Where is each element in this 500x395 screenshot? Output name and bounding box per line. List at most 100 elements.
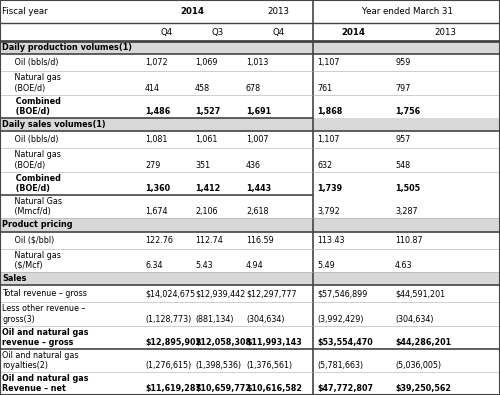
Text: 957: 957 xyxy=(395,135,410,145)
Text: Combined: Combined xyxy=(2,96,62,105)
Text: 113.43: 113.43 xyxy=(318,235,345,245)
Text: 1,081: 1,081 xyxy=(145,135,168,145)
Text: Revenue – net: Revenue – net xyxy=(2,384,66,393)
Text: 1,868: 1,868 xyxy=(318,107,343,116)
Bar xyxy=(0,118,500,132)
Text: $53,554,470: $53,554,470 xyxy=(318,338,373,347)
Text: 1,691: 1,691 xyxy=(246,107,271,116)
Text: Oil and natural gas: Oil and natural gas xyxy=(2,327,89,337)
Text: 761: 761 xyxy=(318,83,332,92)
Text: 797: 797 xyxy=(395,83,410,92)
Text: $12,939,442: $12,939,442 xyxy=(195,290,245,298)
Text: 959: 959 xyxy=(395,58,410,68)
Text: (3,992,429): (3,992,429) xyxy=(318,314,364,324)
Text: Oil and natural gas: Oil and natural gas xyxy=(2,351,79,360)
Text: 1,013: 1,013 xyxy=(246,58,268,68)
Text: 1,107: 1,107 xyxy=(318,58,340,68)
Text: 1,412: 1,412 xyxy=(195,184,220,193)
Text: 678: 678 xyxy=(246,83,261,92)
Text: (1,128,773): (1,128,773) xyxy=(145,314,191,324)
Text: Natural Gas: Natural Gas xyxy=(2,197,62,206)
Text: $47,772,807: $47,772,807 xyxy=(318,384,374,393)
Text: 4.94: 4.94 xyxy=(246,261,264,270)
Text: Q4: Q4 xyxy=(272,28,285,37)
Text: 5.43: 5.43 xyxy=(195,261,212,270)
Text: 1,674: 1,674 xyxy=(145,207,168,216)
Text: gross(3): gross(3) xyxy=(2,314,35,324)
Text: 1,069: 1,069 xyxy=(195,58,218,68)
Text: Total revenue – gross: Total revenue – gross xyxy=(2,290,87,298)
Text: Natural gas: Natural gas xyxy=(2,73,62,82)
Text: 1,527: 1,527 xyxy=(195,107,220,116)
Text: 3,792: 3,792 xyxy=(318,207,340,216)
Text: 2014: 2014 xyxy=(180,7,204,16)
Text: $12,058,308: $12,058,308 xyxy=(195,338,251,347)
Text: $11,993,143: $11,993,143 xyxy=(246,338,302,347)
Text: 1,061: 1,061 xyxy=(195,135,218,145)
Text: 414: 414 xyxy=(145,83,160,92)
Text: 458: 458 xyxy=(195,83,210,92)
Text: royalties(2): royalties(2) xyxy=(2,361,48,370)
Text: Natural gas: Natural gas xyxy=(2,150,62,159)
Text: (881,134): (881,134) xyxy=(195,314,234,324)
Text: $10,659,772: $10,659,772 xyxy=(195,384,251,393)
Text: 436: 436 xyxy=(246,160,261,169)
Text: 5.49: 5.49 xyxy=(318,261,335,270)
Text: Product pricing: Product pricing xyxy=(2,220,73,229)
Text: Year ended March 31: Year ended March 31 xyxy=(362,7,452,16)
Text: 632: 632 xyxy=(318,160,332,169)
Text: revenue – gross: revenue – gross xyxy=(2,338,74,347)
Bar xyxy=(0,41,500,55)
Text: (304,634): (304,634) xyxy=(246,314,284,324)
Text: Oil (bbls/d): Oil (bbls/d) xyxy=(2,58,59,68)
Text: 3,287: 3,287 xyxy=(395,207,417,216)
Text: $10,616,582: $10,616,582 xyxy=(246,384,302,393)
Text: 548: 548 xyxy=(395,160,410,169)
Text: Natural gas: Natural gas xyxy=(2,250,62,260)
Text: (Mmcf/d): (Mmcf/d) xyxy=(2,207,51,216)
Text: 2013: 2013 xyxy=(268,7,290,16)
Text: Oil (bbls/d): Oil (bbls/d) xyxy=(2,135,59,145)
Text: 6.34: 6.34 xyxy=(145,261,162,270)
Text: Combined: Combined xyxy=(2,173,62,182)
Text: 1,072: 1,072 xyxy=(145,58,168,68)
Text: (1,276,615): (1,276,615) xyxy=(145,361,191,370)
Text: 1,007: 1,007 xyxy=(246,135,268,145)
Text: 2014: 2014 xyxy=(341,28,365,37)
Text: Daily sales volumes(1): Daily sales volumes(1) xyxy=(2,120,106,129)
Text: (5,036,005): (5,036,005) xyxy=(395,361,441,370)
Bar xyxy=(0,272,500,286)
Text: 1,739: 1,739 xyxy=(318,184,342,193)
Text: 122.76: 122.76 xyxy=(145,235,173,245)
Text: 112.74: 112.74 xyxy=(195,235,223,245)
Text: (1,376,561): (1,376,561) xyxy=(246,361,292,370)
Text: 1,486: 1,486 xyxy=(145,107,170,116)
Text: (BOE/d): (BOE/d) xyxy=(2,160,46,169)
Text: (BOE/d): (BOE/d) xyxy=(2,184,50,193)
Text: (304,634): (304,634) xyxy=(395,314,434,324)
Text: 1,756: 1,756 xyxy=(395,107,420,116)
Text: ($/Mcf): ($/Mcf) xyxy=(2,261,43,270)
Text: $57,546,899: $57,546,899 xyxy=(318,290,368,298)
Bar xyxy=(0,218,500,231)
Text: Daily production volumes(1): Daily production volumes(1) xyxy=(2,43,132,52)
Text: 1,443: 1,443 xyxy=(246,184,271,193)
Text: 4.63: 4.63 xyxy=(395,261,412,270)
Text: 351: 351 xyxy=(195,160,210,169)
Text: Fiscal year: Fiscal year xyxy=(2,7,48,16)
Text: $44,286,201: $44,286,201 xyxy=(395,338,451,347)
Text: 2,618: 2,618 xyxy=(246,207,268,216)
Text: Oil ($/bbl): Oil ($/bbl) xyxy=(2,235,55,245)
Text: 1,505: 1,505 xyxy=(395,184,420,193)
Text: $12,895,902: $12,895,902 xyxy=(145,338,201,347)
Text: (BOE/d): (BOE/d) xyxy=(2,83,46,92)
Text: $39,250,562: $39,250,562 xyxy=(395,384,451,393)
Text: 279: 279 xyxy=(145,160,160,169)
Text: $44,591,201: $44,591,201 xyxy=(395,290,445,298)
Text: $11,619,287: $11,619,287 xyxy=(145,384,201,393)
Text: (1,398,536): (1,398,536) xyxy=(195,361,241,370)
Text: (BOE/d): (BOE/d) xyxy=(2,107,50,116)
Text: $12,297,777: $12,297,777 xyxy=(246,290,296,298)
Text: 2,106: 2,106 xyxy=(195,207,218,216)
Text: $14,024,675: $14,024,675 xyxy=(145,290,195,298)
